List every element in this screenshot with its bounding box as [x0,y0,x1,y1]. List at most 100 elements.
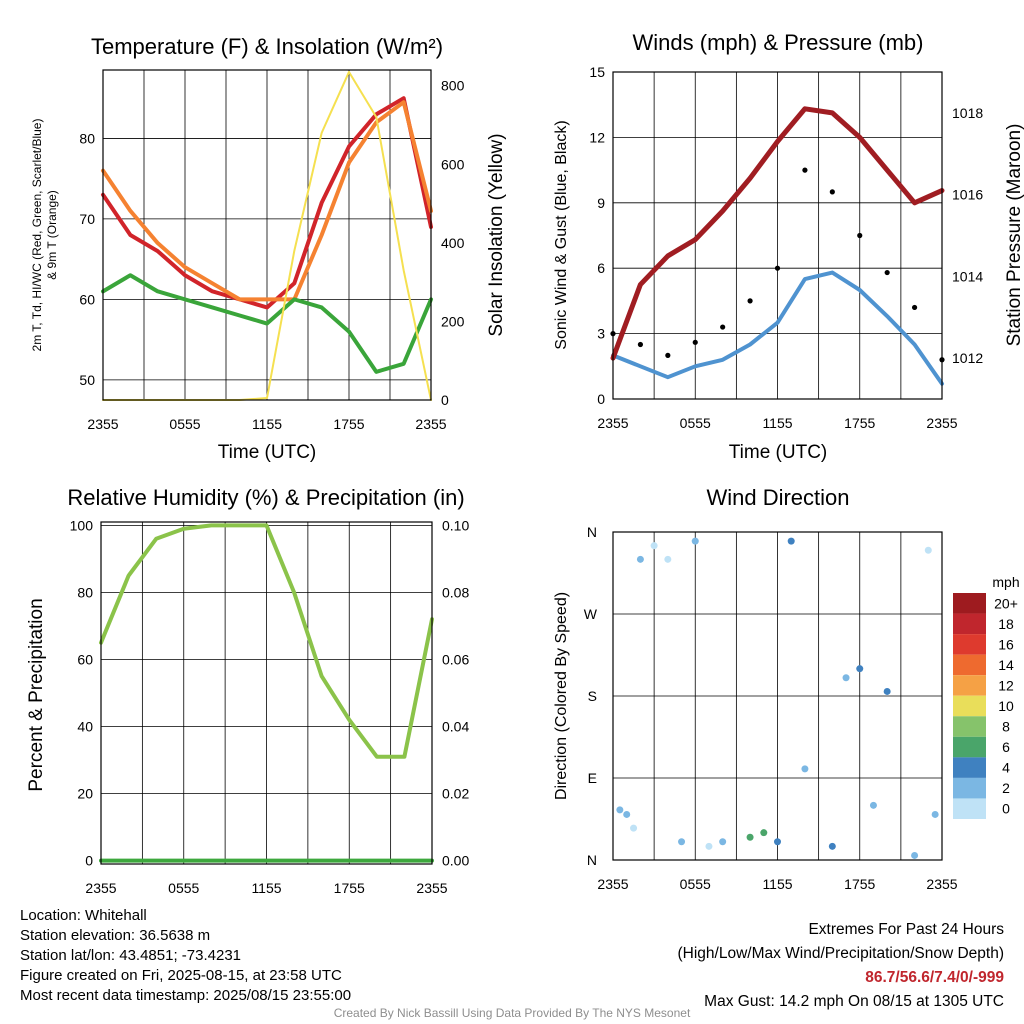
y2-tick-label: 0.02 [442,786,469,802]
temperature-y2label: Solar Insolation (Yellow) [486,133,507,336]
gust-point [774,265,781,271]
temperature-ylabel-line1: 2m T, Td, HI/WC (Red, Green, Scarlet/Blu… [30,119,44,352]
direction-point [924,546,932,554]
direction-tick-label: N [587,852,597,868]
y-tick-label: 12 [589,129,605,145]
direction-point [623,810,631,818]
y-tick-label: 6 [597,260,605,276]
colorbar-swatch [953,695,986,717]
gust-point [829,189,835,195]
colorbar-swatch [953,593,986,614]
direction-point [774,838,781,846]
x-tick-label: 0555 [169,416,200,432]
y-tick-label: 60 [77,651,93,667]
winds-frame [612,71,943,400]
x-tick-label: 1755 [334,880,365,896]
colorbar-label: 16 [998,636,1014,652]
colorbar-label: 0 [1002,801,1010,817]
colorbar-label: 2 [1002,780,1010,796]
humidity-frame [100,521,433,865]
gust-point [911,304,918,311]
y-tick-label: 100 [70,517,94,533]
x-tick-label: 1755 [333,416,364,432]
direction-point [842,674,850,682]
series-line [101,96,433,310]
y2-tick-label: 400 [441,235,465,251]
y-tick-label: 50 [79,372,95,388]
temperature-title: Temperature (F) & Insolation (W/m²) [91,34,443,59]
colorbar-swatch [953,654,986,676]
gust-point [802,167,808,173]
extremes-title: Extremes For Past 24 Hours [808,921,1004,938]
gust-point [884,269,890,276]
y2-tick-label: 600 [441,156,465,172]
station-latlon: Station lat/lon: 43.4851; -73.4231 [20,947,242,964]
direction-frame [612,531,943,861]
extremes-info: Extremes For Past 24 Hours (High/Low/Max… [678,918,1005,1014]
winds-ticks: 0 3 6 9 12 15 1012 1014 1016 1018 2355 0555 1155 1755… [589,64,983,431]
gust-point [692,339,698,345]
temperature-panel: Temperature (F) & Insolation (W/m²) 50 60… [30,34,507,463]
y2-tick-label: 1016 [952,187,983,203]
y-tick-label: 0 [597,391,605,407]
colorbar-label: 14 [998,657,1014,673]
direction-point [931,810,939,818]
winds-grid [613,71,942,400]
direction-ylabel: Direction (Colored By Speed) [553,592,570,800]
colorbar-unit: mph [992,574,1019,590]
x-tick-label: 0555 [680,415,711,431]
direction-point [616,806,624,814]
extremes-legend: (High/Low/Max Wind/Precipitation/Snow De… [677,945,1005,962]
y2-tick-label: 1014 [952,268,983,284]
y2-tick-label: 200 [441,313,465,329]
colorbar-label: 4 [1002,760,1010,776]
direction-point [678,838,686,846]
humidity-grid [101,522,432,864]
y2-tick-label: 0.06 [442,651,469,667]
extremes-values: 86.7/56.6/7.4/0/-999 [865,969,1004,986]
colorbar-swatch [953,798,986,819]
gust-point [637,341,644,348]
colorbar-label: 20+ [994,595,1018,611]
credit-line: Created By Nick Bassill Using Data Provi… [333,1006,691,1020]
series-line [611,270,944,386]
colorbar-label: 8 [1002,719,1010,735]
direction-tick-label: N [587,524,597,540]
humidity-panel: Relative Humidity (%) & Precipitation (i… [26,485,469,896]
x-tick-label: 2355 [597,415,628,431]
x-tick-label: 1155 [762,415,792,431]
y-tick-label: 60 [79,291,95,307]
station-location: Location: Whitehall [20,907,147,924]
colorbar-swatch [953,777,986,799]
x-tick-label: 1155 [251,880,281,896]
direction-point [691,537,699,545]
x-tick-label: 2355 [597,876,628,892]
direction-point [787,537,795,545]
colorbar-swatch [953,716,986,737]
y-tick-label: 20 [77,786,93,802]
gust-point [857,232,863,239]
y-tick-label: 15 [589,64,605,80]
colorbar-label: 12 [998,677,1014,693]
y2-tick-label: 0.00 [442,853,469,869]
gust-point [665,352,671,358]
direction-tick-label: S [588,688,597,704]
direction-point [883,687,891,695]
figure-created: Figure created on Fri, 2025-08-15, at 23… [20,967,342,984]
humidity-ylabel: Percent & Precipitation [26,598,47,791]
direction-point [630,824,638,832]
x-tick-label: 0555 [680,876,711,892]
direction-point [746,833,754,841]
x-tick-label: 2355 [416,880,447,896]
direction-point [650,542,658,550]
direction-point [828,842,836,850]
colorbar-label: 6 [1002,739,1010,755]
direction-point [705,842,713,850]
gust-point [747,298,753,304]
direction-title: Wind Direction [706,485,849,510]
colorbar-swatch [953,634,986,655]
series-line [610,106,945,361]
series-line [99,523,434,759]
